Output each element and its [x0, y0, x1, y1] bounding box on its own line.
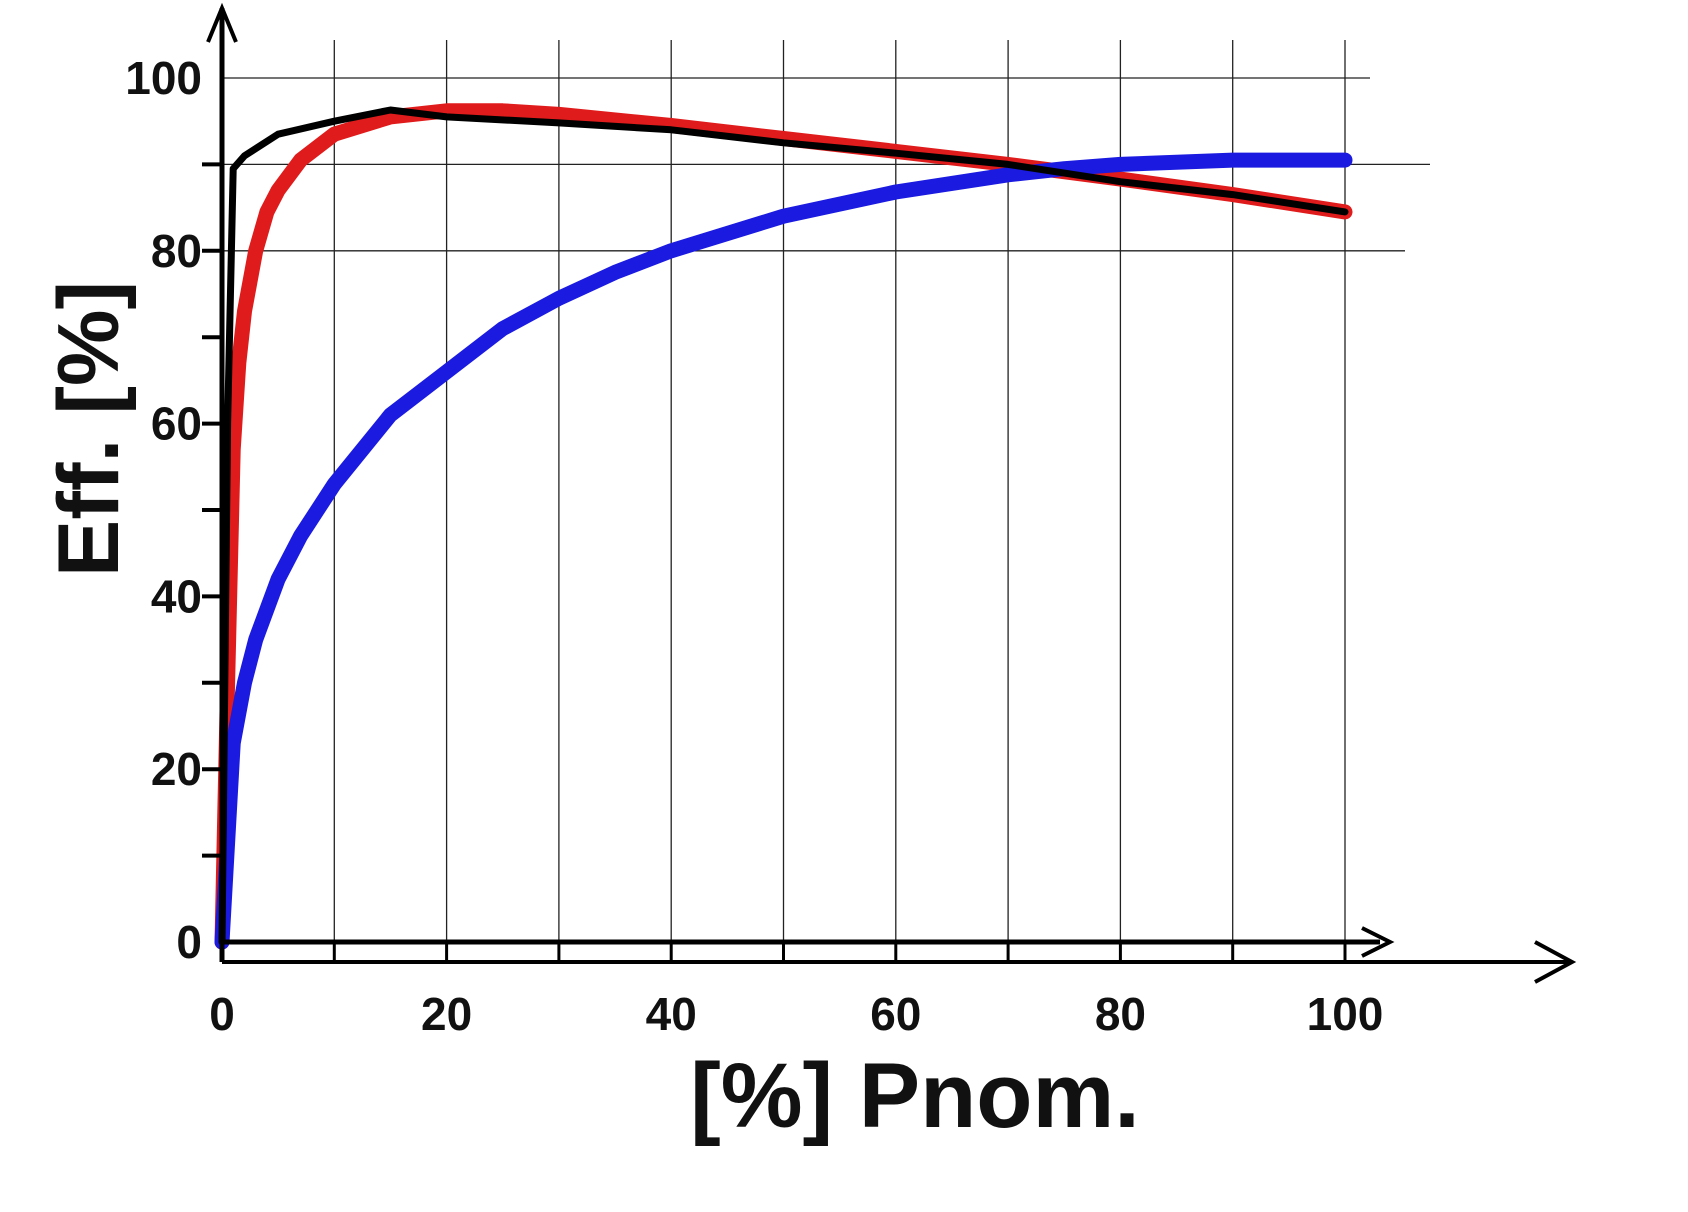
series-group: [214, 103, 1353, 950]
series-line-3: [218, 106, 1349, 946]
x-tick-label: 80: [1095, 988, 1146, 1040]
y-tick-label: 20: [151, 743, 202, 795]
y-tick-label: 0: [176, 916, 202, 968]
x-tick-label: 40: [646, 988, 697, 1040]
x-tick-label: 60: [870, 988, 921, 1040]
x-tick-label: 0: [209, 988, 235, 1040]
y-axis-arrow: [206, 2, 238, 43]
y-tick-label: 100: [125, 52, 202, 104]
y-axis-title: Eff. [%]: [41, 281, 137, 577]
x-axis-baseline-arrow: [1534, 940, 1577, 984]
y-tick-label: 80: [151, 225, 202, 277]
grid: [222, 40, 1430, 942]
axes: [202, 2, 1577, 984]
y-tick-label: 40: [151, 570, 202, 622]
tick-labels: 0 20 40 60 80 100 0 20 40 60 80 100: [125, 52, 1383, 1040]
x-tick-label: 100: [1307, 988, 1384, 1040]
x-axis-title: [%] Pnom.: [690, 1045, 1140, 1147]
x-tick-label: 20: [421, 988, 472, 1040]
y-tick-label: 60: [151, 398, 202, 450]
x-axis-arrow: [1361, 926, 1395, 958]
